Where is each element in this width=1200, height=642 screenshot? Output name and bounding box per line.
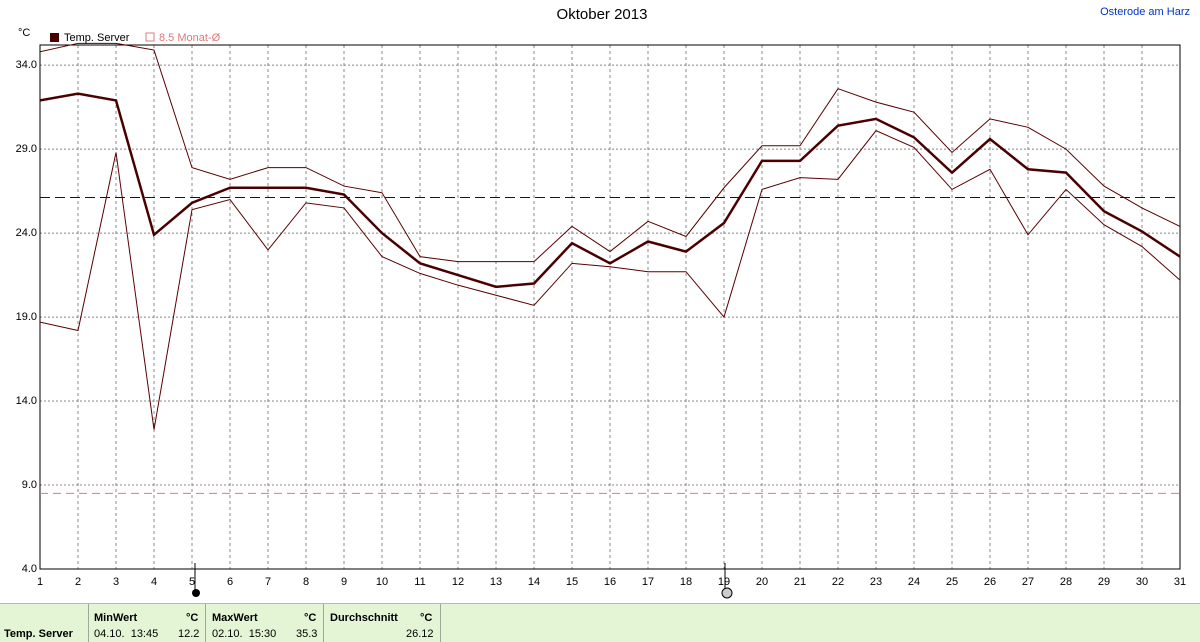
legend-label: 8.5 Monat-Ø <box>159 32 221 44</box>
x-tick-label: 21 <box>794 576 806 588</box>
cell-border <box>205 604 206 642</box>
x-tick-label: 24 <box>908 576 920 588</box>
x-tick-label: 1 <box>37 576 43 588</box>
location: Osterode am Harz <box>1100 6 1190 18</box>
header: MaxWert <box>212 612 258 624</box>
series-line <box>40 92 1180 289</box>
header: Durchschnitt <box>330 612 398 624</box>
x-tick-label: 25 <box>946 576 958 588</box>
x-tick-label: 3 <box>113 576 119 588</box>
x-tick-label: 26 <box>984 576 996 588</box>
x-tick-label: 28 <box>1060 576 1072 588</box>
row-label: Temp. Server <box>4 628 73 640</box>
y-tick-label: 4.0 <box>22 563 37 575</box>
marker <box>192 589 200 597</box>
header: °C <box>304 612 317 624</box>
cell-border <box>440 604 441 642</box>
header: °C <box>186 612 199 624</box>
x-tick-label: 19 <box>718 576 730 588</box>
cell: 02.10. 15:30 <box>212 628 277 640</box>
cell: 35.3 <box>296 628 318 640</box>
x-tick-label: 7 <box>265 576 271 588</box>
summary-table: Temp. Server MinWert °C 04.10. 13:45 12.… <box>0 603 1200 642</box>
x-tick-label: 31 <box>1174 576 1186 588</box>
legend-swatch <box>145 32 155 42</box>
x-tick-label: 12 <box>452 576 464 588</box>
x-tick-label: 17 <box>642 576 654 588</box>
y-axis-label: °C <box>18 27 30 39</box>
header: MinWert <box>94 612 138 624</box>
x-tick-label: 13 <box>490 576 502 588</box>
y-tick-label: 19.0 <box>16 311 37 323</box>
cell-border <box>88 604 89 642</box>
chart-title: Oktober 2013 <box>557 6 648 23</box>
series-line <box>40 130 1180 430</box>
legend-swatch <box>50 33 59 42</box>
x-tick-label: 29 <box>1098 576 1110 588</box>
x-tick-label: 5 <box>189 576 195 588</box>
y-tick-label: 14.0 <box>16 395 37 407</box>
x-tick-label: 9 <box>341 576 347 588</box>
marker <box>721 587 733 599</box>
x-tick-label: 30 <box>1136 576 1148 588</box>
legend-label: Temp. Server <box>64 32 130 44</box>
x-tick-label: 20 <box>756 576 768 588</box>
x-tick-label: 10 <box>376 576 388 588</box>
cell: 12.2 <box>178 628 200 640</box>
chart: Oktober 2013 Osterode am Harz °C 4.0 9.0 1… <box>16 6 1190 599</box>
y-tick-label: 34.0 <box>16 59 37 71</box>
x-tick-label: 16 <box>604 576 616 588</box>
x-tick-label: 27 <box>1022 576 1034 588</box>
cell: 04.10. 13:45 <box>94 628 159 640</box>
x-tick-label: 15 <box>566 576 578 588</box>
cell: 26.12 <box>406 628 434 640</box>
x-tick-label: 22 <box>832 576 844 588</box>
y-tick-label: 24.0 <box>16 227 37 239</box>
x-tick-label: 8 <box>303 576 309 588</box>
header: °C <box>420 612 433 624</box>
x-tick-label: 11 <box>414 576 425 588</box>
x-tick-label: 4 <box>151 576 157 588</box>
plot-frame <box>39 44 1181 570</box>
cell-border <box>323 604 324 642</box>
x-tick-label: 18 <box>680 576 692 588</box>
x-tick-label: 23 <box>870 576 882 588</box>
series-line <box>40 42 1180 263</box>
y-tick-label: 29.0 <box>16 143 37 155</box>
x-tick-label: 6 <box>227 576 233 588</box>
x-tick-label: 14 <box>528 576 540 588</box>
y-tick-label: 9.0 <box>22 479 37 491</box>
x-tick-label: 2 <box>75 576 81 588</box>
